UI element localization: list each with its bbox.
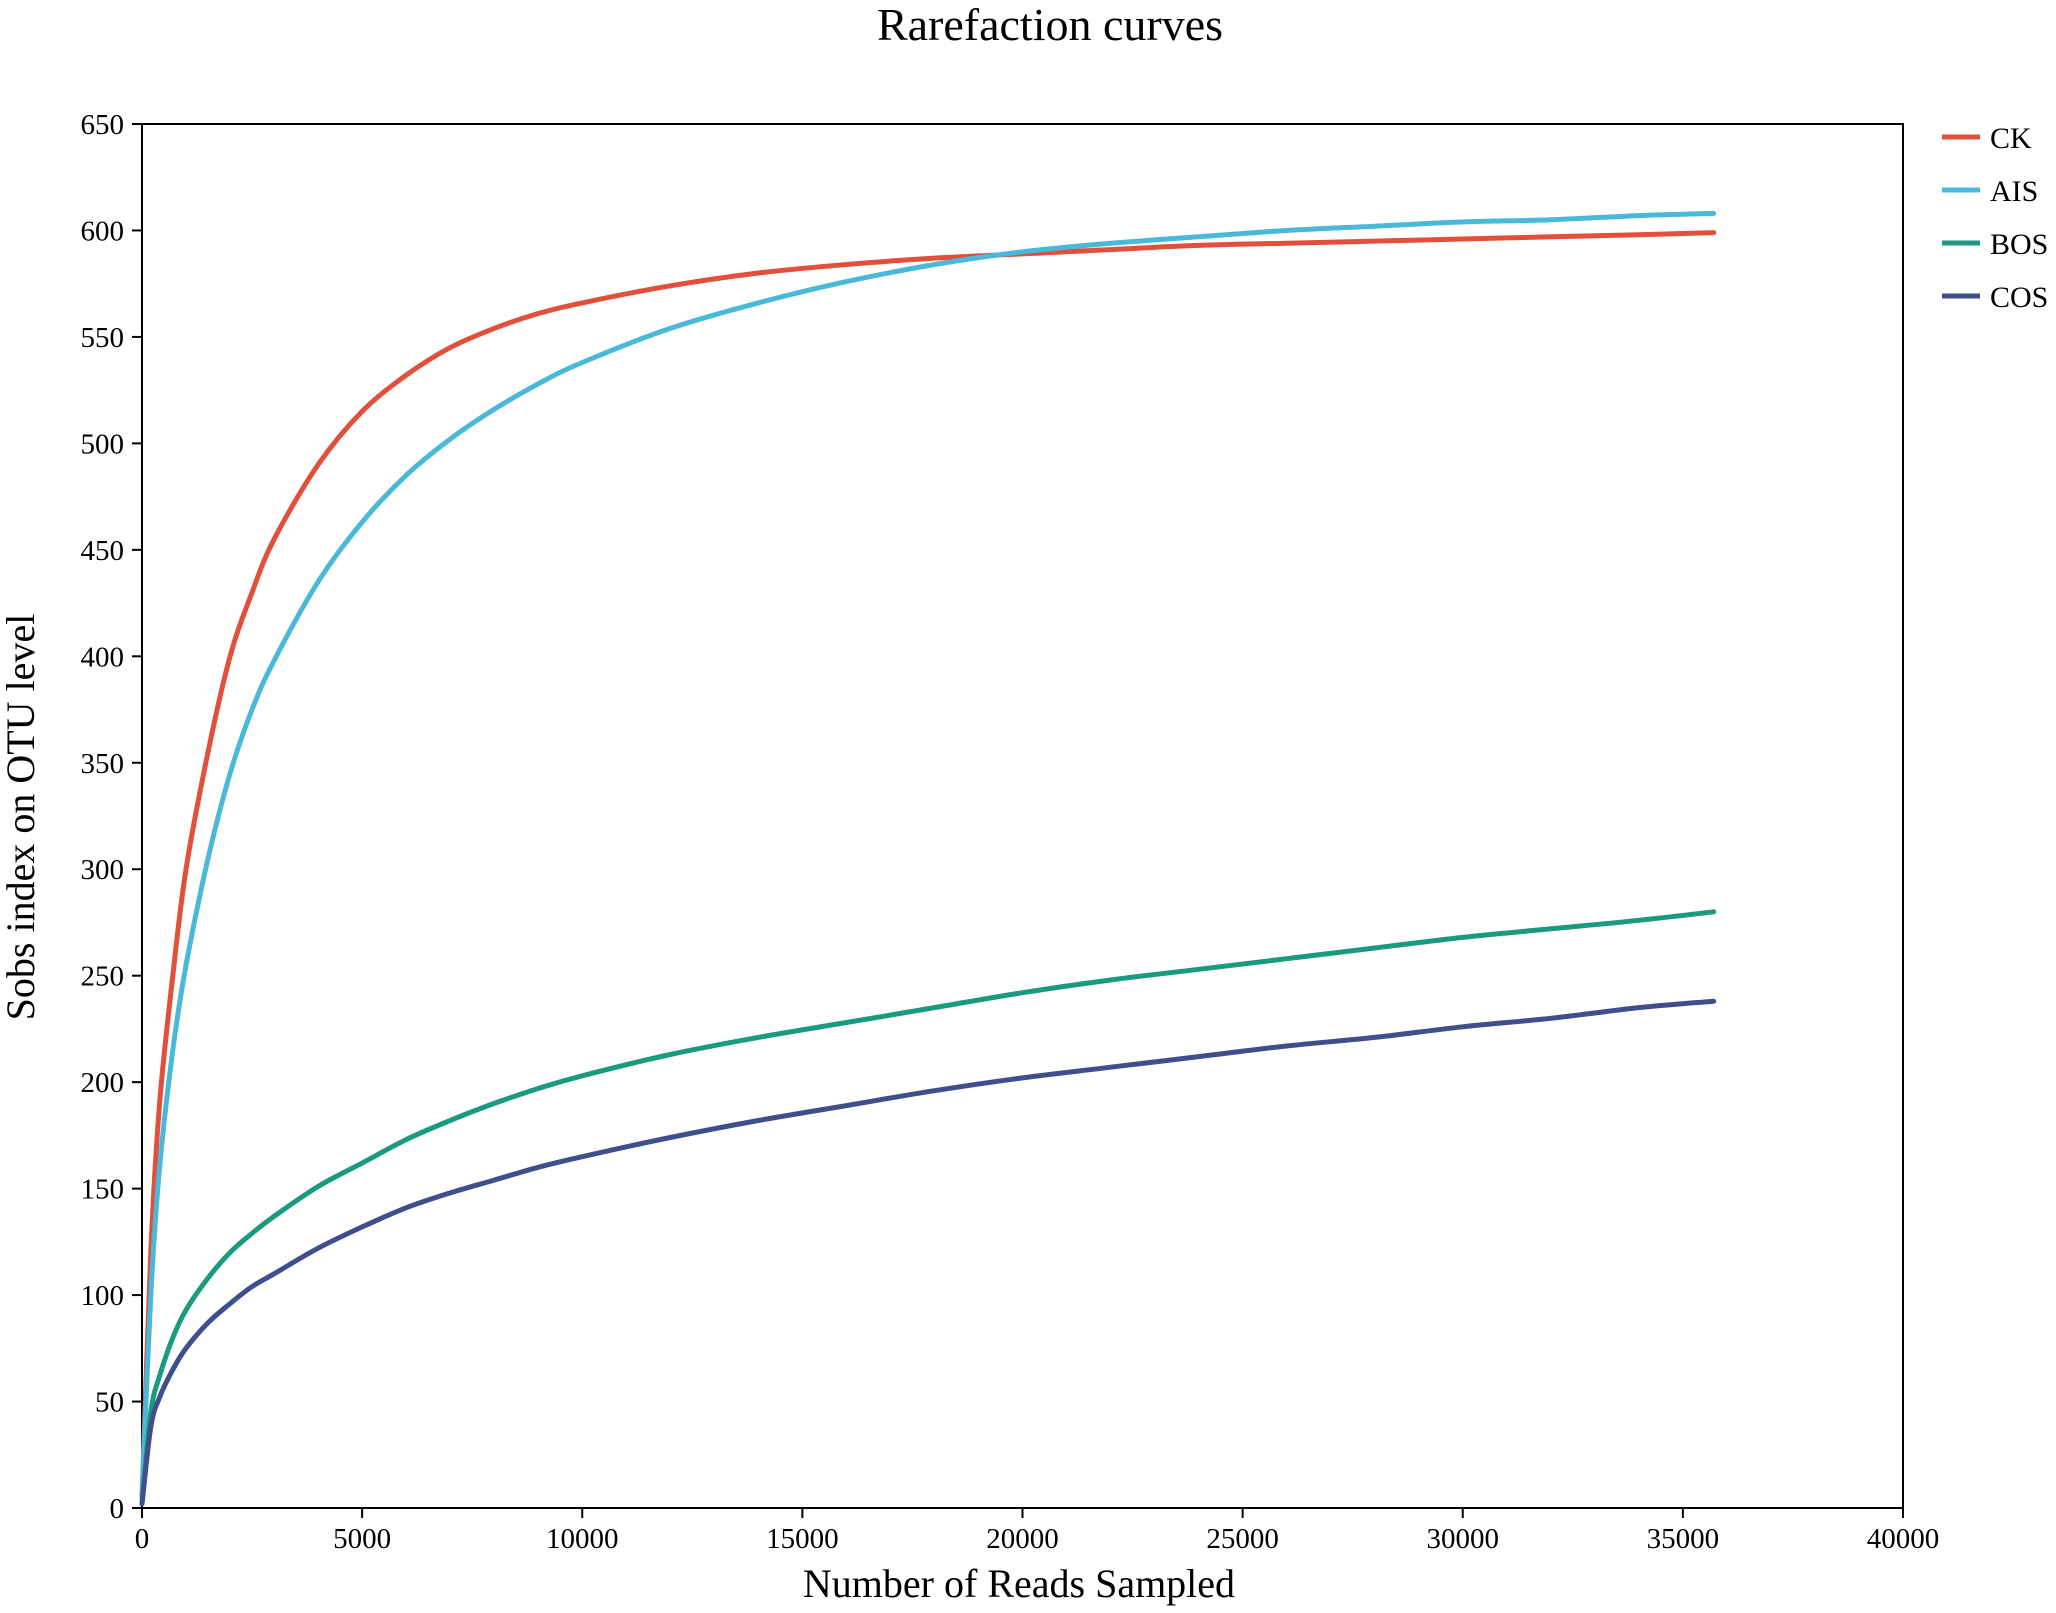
legend-label-cos: COS xyxy=(1990,281,2048,314)
x-tick-label: 25000 xyxy=(1206,1523,1279,1555)
x-tick-label: 5000 xyxy=(333,1523,391,1555)
x-tick-label: 0 xyxy=(135,1523,150,1555)
y-tick-label: 300 xyxy=(81,854,125,886)
y-tick-label: 250 xyxy=(81,961,125,993)
series-line-bos xyxy=(139,909,1717,1507)
y-tick-label: 0 xyxy=(110,1493,125,1525)
x-tick-label: 15000 xyxy=(766,1523,839,1555)
x-tick-label: 20000 xyxy=(986,1523,1059,1555)
legend-label-ais: AIS xyxy=(1990,175,2038,208)
plot-frame xyxy=(141,123,1904,1509)
x-tick-label: 35000 xyxy=(1647,1523,1720,1555)
chart-title: Rarefaction curves xyxy=(877,0,1223,50)
series-line-ais xyxy=(139,210,1717,1500)
legend: CK AIS BOS COS xyxy=(1942,122,2048,314)
x-axis: 0 5000 10000 15000 20000 25000 30000 35000 40000 xyxy=(135,1508,1940,1555)
y-tick-label: 150 xyxy=(81,1174,125,1206)
y-tick-label: 600 xyxy=(81,215,125,247)
plot-border xyxy=(141,123,1904,1509)
series-line-cos xyxy=(139,998,1717,1507)
y-tick-label: 400 xyxy=(81,641,125,673)
y-axis-title: Sobs index on OTU level xyxy=(0,614,43,1021)
y-tick-label: 550 xyxy=(81,322,125,354)
x-tick-label: 10000 xyxy=(546,1523,619,1555)
y-tick-label: 200 xyxy=(81,1067,125,1099)
y-tick-label: 650 xyxy=(81,109,125,141)
y-tick-label: 450 xyxy=(81,535,125,567)
series-line-ck xyxy=(139,230,1717,1500)
y-axis: 0 50 100 150 200 250 300 350 400 450 500 550 600 650 xyxy=(81,109,142,1525)
x-axis-title: Number of Reads Sampled xyxy=(803,1561,1235,1606)
y-tick-label: 350 xyxy=(81,748,125,780)
y-tick-label: 100 xyxy=(81,1280,125,1312)
y-tick-label: 500 xyxy=(81,428,125,460)
y-tick-label: 50 xyxy=(95,1387,124,1419)
x-tick-label: 30000 xyxy=(1427,1523,1500,1555)
x-tick-label: 40000 xyxy=(1867,1523,1940,1555)
series-lines xyxy=(139,210,1717,1507)
legend-label-ck: CK xyxy=(1990,122,2032,155)
legend-label-bos: BOS xyxy=(1990,228,2048,261)
